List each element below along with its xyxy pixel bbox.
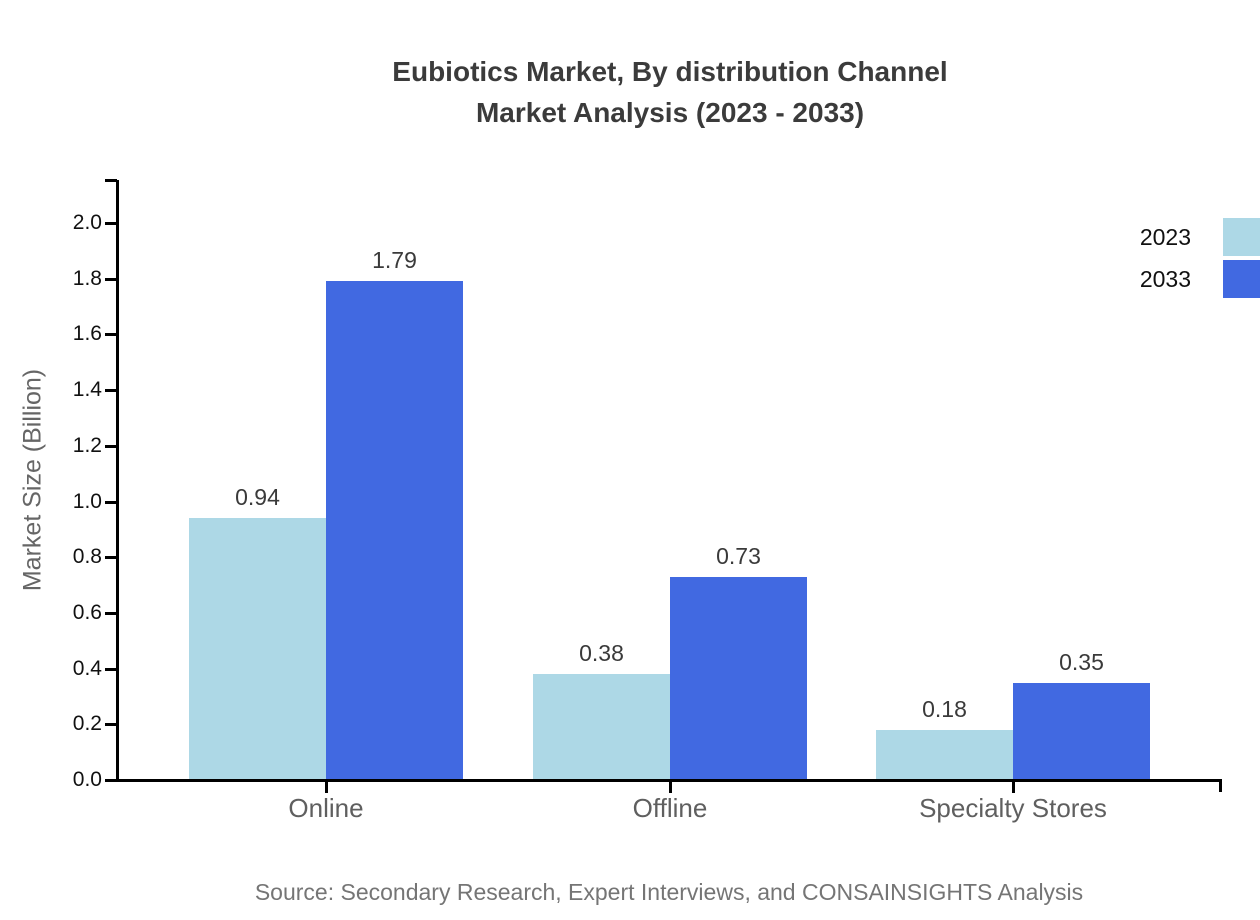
chart-title-line2: Market Analysis (2023 - 2033) [475,97,865,128]
bar-value-2023-online: 0.94 [235,484,280,510]
x-tick-mark-online [325,780,328,793]
bar-2033-online [326,281,463,780]
legend-label-2033: 2033 [1139,266,1191,292]
bar-2023-offline [533,674,670,780]
y-tick-mark-1.6 [105,333,117,337]
bar-2023-specialty-stores [876,730,1013,780]
legend-item-2023: 2023 [1140,218,1260,256]
y-tick-mark-0.6 [105,611,117,615]
y-tick-mark-1.0 [105,500,117,504]
x-tick-mark-offline [669,780,672,793]
source-note: Source: Secondary Research, Expert Inter… [254,879,1084,905]
y-axis-line [116,180,119,782]
y-tick-mark-1.2 [105,444,117,448]
y-tick-label-0.8: 0.8 [72,545,102,569]
x-tick-mark-specialty-stores [1012,780,1015,793]
bar-value-2033-online: 1.79 [372,247,417,273]
category-label-specialty-stores: Specialty Stores [919,793,1107,823]
y-tick-label-0.2: 0.2 [72,712,102,736]
legend-swatch-2023-icon [1223,218,1260,256]
y-axis-end-cap [105,179,117,182]
y-tick-label-1.2: 1.2 [72,433,102,457]
y-tick-label-1.6: 1.6 [72,322,102,346]
y-tick-mark-0.0 [105,779,117,782]
y-tick-label-1.4: 1.4 [72,378,102,402]
legend-swatch-2033-icon [1223,260,1260,298]
y-tick-label-2.0: 2.0 [72,211,102,234]
y-tick-label-0.4: 0.4 [72,656,102,680]
chart-title: Eubiotics Market, By distribution Channe… [392,51,947,133]
y-tick-mark-0.4 [105,667,117,671]
y-tick-label-0.0: 0.0 [72,768,102,791]
bar-2033-specialty-stores [1013,683,1150,780]
y-tick-label-1.8: 1.8 [72,266,102,290]
y-tick-mark-0.2 [105,723,117,727]
bar-value-2023-offline: 0.38 [579,640,624,666]
bar-2033-offline [670,577,807,780]
y-tick-mark-2.0 [105,222,117,225]
legend-item-2033: 2033 [1140,260,1260,298]
x-axis-end-cap [1219,779,1222,792]
y-tick-label-1.0: 1.0 [72,489,102,513]
bar-2023-online [189,518,326,780]
chart-title-line1: Eubiotics Market, By distribution Channe… [392,56,948,87]
legend: 2023 2033 [1140,218,1260,302]
category-label-online: Online [288,793,364,823]
bar-value-2023-specialty-stores: 0.18 [922,696,967,722]
y-tick-mark-1.4 [105,389,117,393]
y-tick-label-0.6: 0.6 [72,600,102,624]
category-label-offline: Offline [632,793,708,823]
y-tick-mark-0.8 [105,556,117,560]
y-tick-mark-1.8 [105,277,117,281]
legend-label-2023: 2023 [1139,224,1191,250]
bar-value-2033-specialty-stores: 0.35 [1059,649,1104,675]
bar-value-2033-offline: 0.73 [716,543,761,569]
